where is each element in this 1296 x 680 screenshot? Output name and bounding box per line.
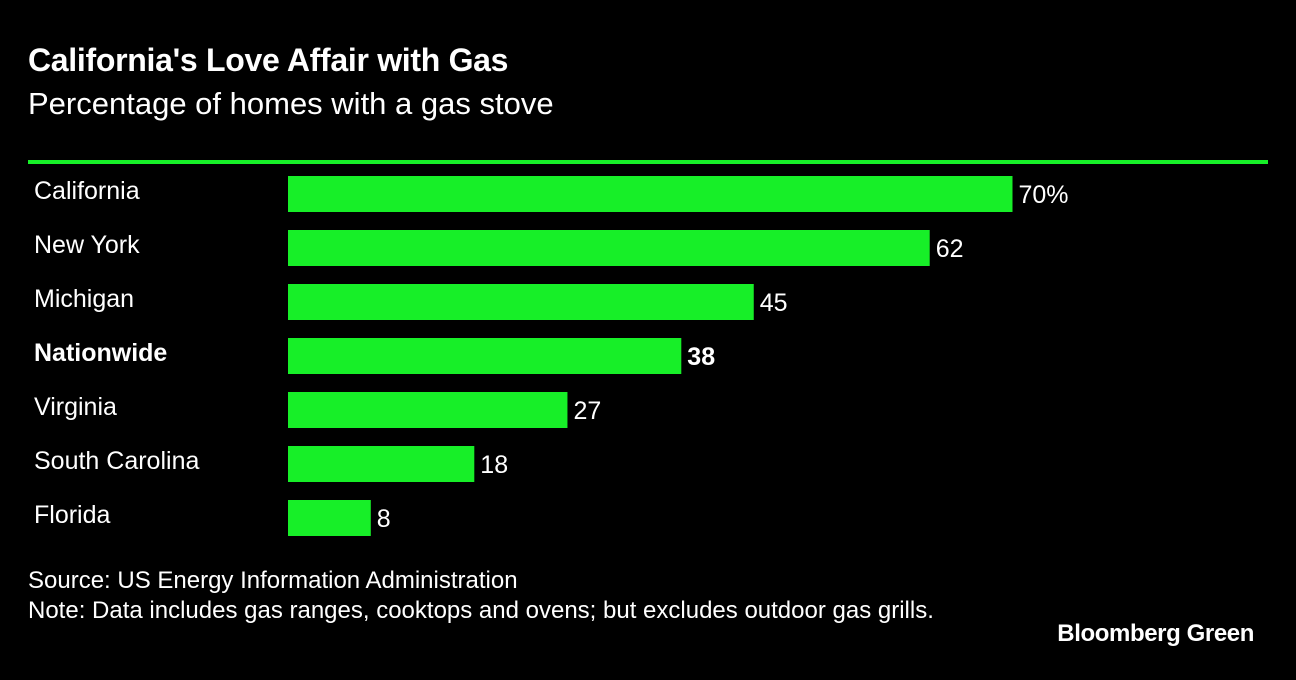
category-label: Nationwide <box>34 339 167 367</box>
category-label: Michigan <box>34 285 134 313</box>
bar <box>288 284 754 320</box>
value-label: 38 <box>687 343 715 371</box>
value-label: 70% <box>1019 181 1069 209</box>
bar <box>288 338 682 374</box>
source-note: Source: US Energy Information Administra… <box>28 567 518 594</box>
data-note: Note: Data includes gas ranges, cooktops… <box>28 597 934 624</box>
value-label: 8 <box>377 505 391 533</box>
value-label: 27 <box>573 397 601 425</box>
category-label: Virginia <box>34 393 117 421</box>
bar <box>288 176 1013 212</box>
category-label: New York <box>34 231 140 259</box>
bar <box>288 230 930 266</box>
header-rule <box>28 160 1268 164</box>
category-label: California <box>34 177 140 205</box>
value-label: 62 <box>936 235 964 263</box>
value-label: 45 <box>760 289 788 317</box>
chart-title: California's Love Affair with Gas <box>28 42 509 78</box>
chart-footer: Source: US Energy Information Administra… <box>28 566 1008 626</box>
category-label: Florida <box>34 501 111 529</box>
chart-subtitle: Percentage of homes with a gas stove <box>28 86 554 121</box>
brand-logo: Bloomberg Green <box>1057 620 1254 647</box>
bar <box>288 500 371 536</box>
value-label: 18 <box>480 451 508 479</box>
bar <box>288 392 568 428</box>
category-label: South Carolina <box>34 447 199 475</box>
bar <box>288 446 475 482</box>
